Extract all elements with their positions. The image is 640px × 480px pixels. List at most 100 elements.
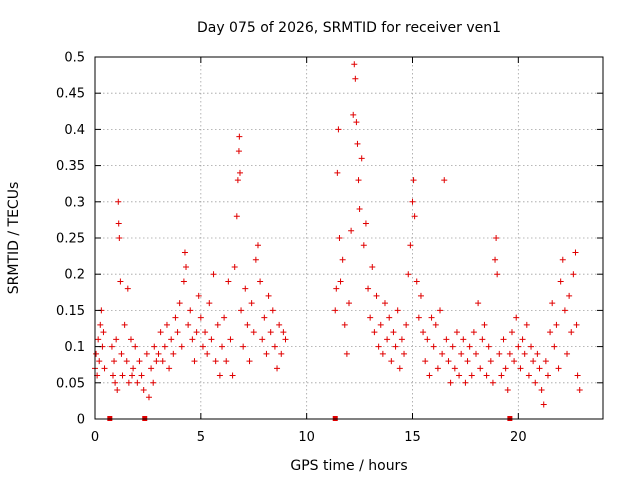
data-point [130, 365, 137, 372]
data-point [528, 343, 535, 350]
data-point [210, 271, 217, 278]
data-point [263, 350, 270, 357]
data-point [112, 379, 119, 386]
data-point [502, 365, 509, 372]
data-point [117, 278, 124, 285]
data-point [231, 263, 238, 270]
data-point [166, 365, 173, 372]
x-tick-label: 5 [197, 430, 205, 445]
data-point [155, 350, 162, 357]
data-point [377, 321, 384, 328]
data-point [466, 343, 473, 350]
data-point [401, 350, 408, 357]
data-point [394, 307, 401, 314]
data-point [187, 307, 194, 314]
data-point [140, 387, 147, 394]
data-point [475, 300, 482, 307]
data-point [396, 365, 403, 372]
data-point [335, 126, 342, 133]
x-tick-label: 0 [91, 430, 99, 445]
data-point [206, 300, 213, 307]
data-point [208, 336, 215, 343]
data-point [434, 365, 441, 372]
y-tick-label: 0.3 [64, 195, 85, 210]
data-point [170, 350, 177, 357]
data-point [219, 343, 225, 350]
data-point [278, 350, 285, 357]
data-point [348, 227, 355, 234]
x-axis-label: GPS time / hours [290, 458, 407, 474]
data-point [172, 314, 179, 321]
data-point [365, 285, 372, 292]
data-point [549, 300, 556, 307]
data-point [420, 329, 427, 336]
data-point [390, 329, 397, 336]
data-point [496, 350, 503, 357]
data-point [216, 372, 223, 379]
data-point [235, 148, 242, 155]
data-point [178, 343, 185, 350]
data-point [355, 177, 362, 184]
data-point [568, 329, 575, 336]
data-point [458, 350, 465, 357]
data-point [341, 321, 348, 328]
data-point [274, 365, 281, 372]
data-point [95, 336, 102, 343]
y-tick-label: 0.05 [56, 376, 85, 391]
data-point [271, 343, 278, 350]
data-point [242, 285, 249, 292]
data-point [453, 329, 460, 336]
data-point [369, 263, 376, 270]
data-point [183, 263, 190, 270]
data-point [493, 235, 500, 241]
data-point [276, 321, 283, 328]
chart-title: Day 075 of 2026, SRMTID for receiver ven… [197, 20, 501, 36]
data-point [403, 321, 410, 328]
data-point [229, 372, 236, 379]
data-point [185, 321, 192, 328]
data-point [114, 387, 121, 394]
data-point [362, 220, 369, 227]
data-point [566, 292, 573, 299]
data-point [343, 350, 350, 357]
data-point [339, 256, 346, 263]
data-point [143, 350, 150, 357]
data-point [125, 379, 132, 386]
data-point [473, 350, 479, 357]
y-tick-label: 0.15 [56, 304, 85, 319]
data-point [97, 321, 104, 328]
data-point [358, 155, 365, 162]
data-point [129, 372, 136, 379]
data-point [265, 292, 272, 299]
data-point [282, 336, 289, 343]
data-point [564, 350, 571, 357]
data-point [532, 379, 539, 386]
data-point [204, 350, 211, 357]
data-point [506, 350, 513, 357]
data-point [464, 358, 471, 365]
data-point [174, 329, 181, 336]
data-point [236, 169, 243, 176]
data-point [360, 242, 367, 249]
data-point [525, 372, 532, 379]
data-point [134, 379, 141, 386]
data-point [573, 321, 580, 328]
data-point [193, 329, 200, 336]
data-point [536, 365, 543, 372]
data-point [212, 358, 219, 365]
data-point [145, 394, 152, 401]
data-point [449, 343, 456, 350]
data-point [407, 242, 414, 249]
data-point [521, 350, 528, 357]
data-point [157, 329, 164, 336]
data-point [123, 358, 130, 365]
data-point [523, 321, 530, 328]
data-point [576, 387, 583, 394]
y-tick-label: 0.25 [56, 232, 85, 247]
data-point [481, 321, 488, 328]
x-tick-label: 10 [298, 430, 315, 445]
y-tick-label: 0.1 [64, 340, 85, 355]
data-point [168, 336, 175, 343]
data-point [551, 343, 558, 350]
